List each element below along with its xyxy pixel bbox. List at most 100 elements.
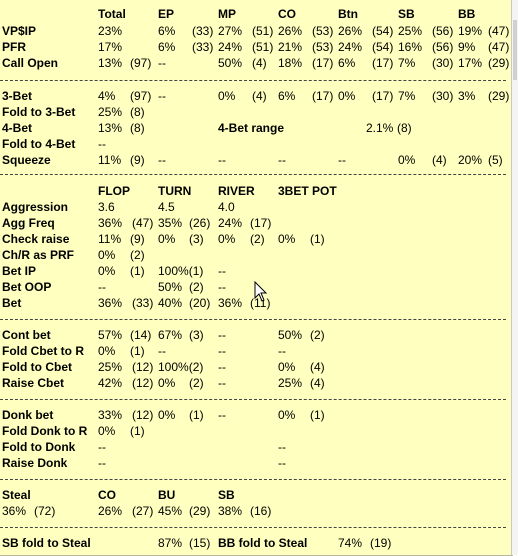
- stat-label: Bet IP: [2, 264, 37, 278]
- stat-label: BB fold to Steal: [218, 536, 308, 550]
- scrollbar-thumb[interactable]: [513, 20, 517, 80]
- stat-label: Raise Donk: [2, 456, 68, 470]
- section-divider: [0, 80, 506, 81]
- stat-count: (5): [488, 153, 503, 167]
- stat-value: 0%: [218, 232, 236, 246]
- stat-value: --: [278, 456, 286, 470]
- stat-count: (2): [189, 280, 204, 294]
- stat-count: (72): [34, 504, 56, 518]
- stat-value: 0%: [98, 248, 116, 262]
- stat-value: 21%: [278, 40, 303, 54]
- stat-value: 87%: [158, 536, 183, 550]
- stat-label: Bet OOP: [2, 280, 52, 294]
- stat-count: (56): [432, 24, 454, 38]
- stat-value: 4.5: [158, 200, 175, 214]
- stat-value: 36%: [98, 216, 123, 230]
- stat-count: (9): [130, 232, 145, 246]
- stat-value: 57%: [98, 328, 123, 342]
- stat-value: 0%: [158, 376, 176, 390]
- stat-value: --: [98, 137, 106, 151]
- stat-count: (9): [130, 153, 145, 167]
- stat-count: (29): [189, 504, 211, 518]
- col-header-river: RIVER: [218, 184, 255, 198]
- stat-label: SB fold to Steal: [2, 536, 91, 550]
- stat-value: 2.1%: [366, 121, 394, 135]
- col-header-btn: Btn: [338, 7, 358, 21]
- col-header-sb: SB: [218, 488, 235, 502]
- stat-value: 33%: [98, 408, 123, 422]
- stat-value: 23%: [98, 24, 123, 38]
- stat-count: (17): [372, 89, 394, 103]
- stat-value: 36%: [2, 504, 27, 518]
- stat-count: (1): [130, 264, 145, 278]
- stat-count: (33): [192, 24, 214, 38]
- stat-count: (8): [130, 105, 145, 119]
- stat-label: Steal: [2, 488, 31, 502]
- stat-value: 18%: [278, 56, 303, 70]
- stat-value: --: [338, 153, 346, 167]
- stat-count: (97): [130, 56, 152, 70]
- stat-count: (20): [189, 296, 211, 310]
- col-header-3bet-pot: 3BET POT: [278, 184, 337, 198]
- stat-count: (12): [132, 376, 154, 390]
- stat-count: (15): [189, 536, 211, 550]
- stat-value: --: [218, 264, 226, 278]
- stat-count: (14): [130, 328, 152, 342]
- stat-value: 24%: [218, 216, 243, 230]
- stat-count: (51): [252, 40, 274, 54]
- stat-value: 3%: [458, 89, 476, 103]
- stat-value: --: [218, 360, 226, 374]
- stat-count: (53): [312, 40, 334, 54]
- stat-count: (4): [252, 89, 267, 103]
- stat-value: 13%: [98, 56, 123, 70]
- stat-value: 4.0: [218, 200, 235, 214]
- stat-value: --: [278, 344, 286, 358]
- col-header-bb: BB: [458, 7, 476, 21]
- stat-count: (12): [132, 408, 154, 422]
- stat-count: (1): [310, 408, 325, 422]
- stat-value: 26%: [98, 504, 123, 518]
- stat-value: 45%: [158, 504, 183, 518]
- stat-label: Fold to Cbet: [2, 360, 72, 374]
- stat-count: (3): [189, 232, 204, 246]
- stat-count: (8): [130, 121, 145, 135]
- stat-value: 11%: [98, 153, 122, 167]
- stat-count: (17): [372, 56, 394, 70]
- stat-count: (30): [432, 56, 454, 70]
- stat-value: 0%: [398, 153, 416, 167]
- stat-label: 4-Bet: [2, 121, 33, 135]
- stat-value: 0%: [338, 89, 356, 103]
- stat-value: 0%: [278, 232, 296, 246]
- stat-label: Donk bet: [2, 408, 54, 422]
- stat-value: 6%: [158, 24, 176, 38]
- stat-value: 17%: [458, 56, 483, 70]
- col-header-turn: TURN: [158, 184, 192, 198]
- stat-label: Aggression: [2, 200, 69, 214]
- stat-value: --: [98, 280, 106, 294]
- stat-value: 20%: [458, 153, 483, 167]
- stat-value: --: [218, 408, 226, 422]
- stat-value: 100%(2): [158, 360, 204, 374]
- stat-value: 67%: [158, 328, 183, 342]
- stat-count: (1): [189, 408, 204, 422]
- stat-value: 3.6: [98, 200, 115, 214]
- stat-value: 16%: [398, 40, 423, 54]
- stat-label: Cont bet: [2, 328, 51, 342]
- stat-count: (17): [250, 216, 272, 230]
- stat-value: 35%: [158, 216, 183, 230]
- stat-value: 26%: [338, 24, 363, 38]
- stat-value: --: [158, 344, 166, 358]
- stat-label: Bet: [2, 296, 22, 310]
- stat-count: (51): [252, 24, 274, 38]
- stat-count: (2): [189, 376, 204, 390]
- stat-label: Fold to Donk: [2, 440, 76, 454]
- stat-count: (17): [312, 89, 334, 103]
- stat-count: (12): [132, 360, 154, 374]
- vertical-scrollbar[interactable]: [511, 0, 518, 555]
- stat-value: 38%: [218, 504, 243, 518]
- stat-value: 50%: [218, 56, 243, 70]
- stat-value: 74%: [338, 536, 363, 550]
- stat-count: (97): [130, 89, 152, 103]
- section-divider: [0, 319, 506, 320]
